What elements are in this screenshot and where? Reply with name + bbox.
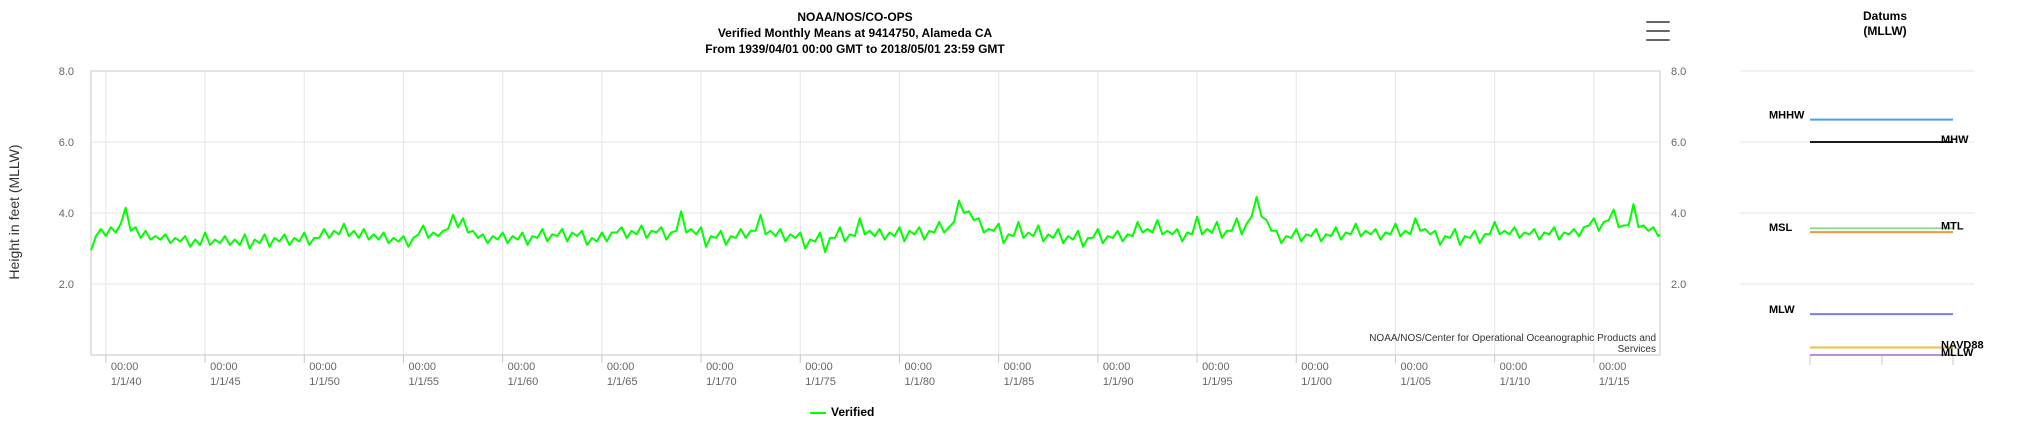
chart-title-date-range: From 1939/04/01 00:00 GMT to 2018/05/01 … (705, 42, 1005, 56)
datum-label-mtl: MTL (1941, 220, 1964, 232)
datums-title-main: Datums (1862, 9, 1907, 23)
chart-title-station: Verified Monthly Means at 9414750, Alame… (717, 26, 993, 40)
datum-label-mlw: MLW (1769, 304, 1795, 316)
x-tick-time: 00:00 (904, 361, 932, 373)
datum-label-mhhw: MHHW (1769, 110, 1805, 122)
x-tick-time: 00:00 (1202, 361, 1230, 373)
x-tick-date: 1/1/85 (1004, 376, 1035, 388)
x-tick-date: 1/1/80 (904, 376, 935, 388)
datums-title-unit: (MLLW) (1863, 24, 1907, 38)
y-tick-label-right: 2.0 (1671, 279, 1686, 291)
series-line-verified (90, 196, 1661, 254)
legend-swatch (810, 411, 826, 414)
datum-label-mhw: MHW (1941, 134, 1969, 146)
plot-border (90, 70, 1661, 356)
x-tick-time: 00:00 (1500, 361, 1528, 373)
y-tick-label-right: 4.0 (1671, 208, 1686, 220)
x-tick-time: 00:00 (1301, 361, 1329, 373)
x-tick-date: 1/1/60 (508, 376, 539, 388)
x-tick-time: 00:00 (1599, 361, 1627, 373)
y-tick-label-right: 8.0 (1671, 66, 1686, 78)
series-verified (90, 196, 1661, 254)
datums-title: Datums (MLLW) (1820, 9, 1950, 39)
hamburger-menu-icon[interactable] (1644, 17, 1672, 45)
x-tick-date: 1/1/65 (607, 376, 638, 388)
x-tick-date: 1/1/10 (1500, 376, 1531, 388)
x-tick-time: 00:00 (111, 361, 139, 373)
x-tick-date: 1/1/15 (1599, 376, 1630, 388)
datum-label-navd88: NAVD88 (1941, 340, 1984, 352)
x-tick-date: 1/1/45 (210, 376, 241, 388)
x-tick-time: 00:00 (1004, 361, 1032, 373)
y-axis-left: 2.0 4.0 6.0 8.0 (59, 66, 74, 291)
x-tick-date: 1/1/40 (111, 376, 142, 388)
y-tick-label-left: 2.0 (59, 279, 74, 291)
x-tick-time: 00:00 (1103, 361, 1131, 373)
x-tick-date: 1/1/75 (805, 376, 836, 388)
x-tick-time: 00:00 (1400, 361, 1428, 373)
datum-label-mllw: MLLW (1941, 347, 1974, 359)
datum-label-msl: MSL (1769, 222, 1793, 234)
legend-item-verified[interactable]: Verified (810, 405, 874, 419)
legend-label: Verified (831, 405, 875, 419)
x-tick-date: 1/1/55 (408, 376, 439, 388)
y-tick-label-right: 6.0 (1671, 137, 1686, 149)
x-tick-date: 1/1/00 (1301, 376, 1332, 388)
x-tick-date: 1/1/95 (1202, 376, 1233, 388)
x-tick-time: 00:00 (706, 361, 734, 373)
plot-frame (90, 70, 1661, 356)
gridlines (91, 71, 1660, 355)
y-tick-label-left: 4.0 (59, 208, 74, 220)
x-tick-date: 1/1/90 (1103, 376, 1134, 388)
y-tick-label-left: 8.0 (59, 66, 74, 78)
x-tick-date: 1/1/05 (1400, 376, 1431, 388)
x-tick-time: 00:00 (408, 361, 436, 373)
x-tick-time: 00:00 (805, 361, 833, 373)
y-axis-right: 2.0 4.0 6.0 8.0 (1671, 66, 1686, 291)
y-axis-label: Height in feet (MLLW) (6, 144, 22, 279)
x-tick-time: 00:00 (508, 361, 536, 373)
chart-title-agency: NOAA/NOS/CO-OPS (797, 10, 913, 24)
x-tick-time: 00:00 (309, 361, 337, 373)
x-tick-time: 00:00 (607, 361, 635, 373)
source-credit: NOAA/NOS/Center for Operational Oceanogr… (1369, 333, 1656, 355)
y-tick-label-left: 6.0 (59, 137, 74, 149)
x-tick-time: 00:00 (210, 361, 238, 373)
chart-title: NOAA/NOS/CO-OPS Verified Monthly Means a… (600, 9, 1110, 57)
x-tick-date: 1/1/50 (309, 376, 340, 388)
x-axis: 00:00 1/1/40 00:00 1/1/45 00:00 1/1/50 00:00 1/… (105, 355, 1630, 388)
x-tick-date: 1/1/70 (706, 376, 737, 388)
